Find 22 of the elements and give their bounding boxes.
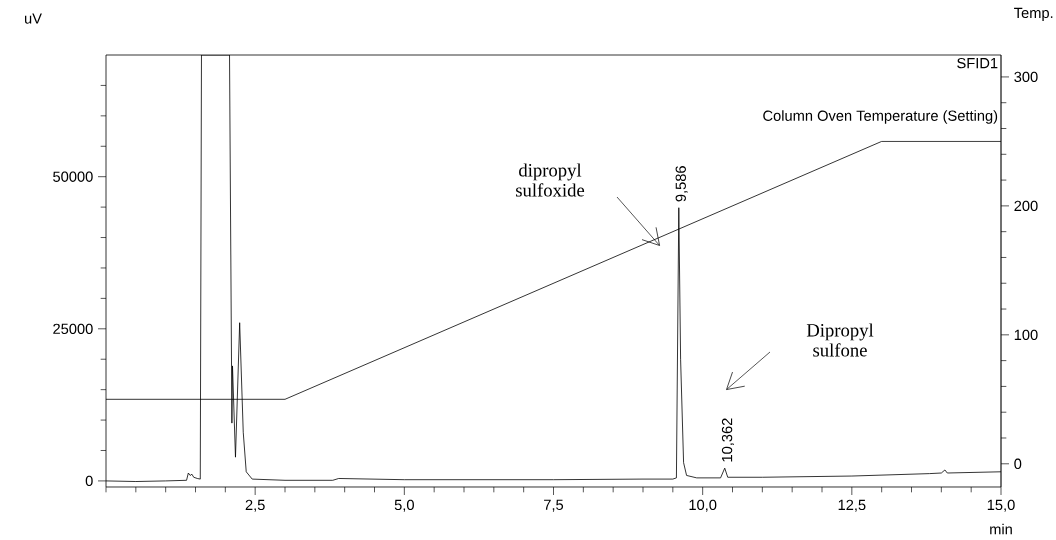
y-tick-label: 50000 bbox=[53, 171, 93, 182]
y2-tick-label: 300 bbox=[1014, 71, 1038, 83]
annotation: 10,362 bbox=[721, 418, 734, 462]
y-axis-title: uV bbox=[25, 13, 42, 24]
x-tick-label: 15,0 bbox=[987, 499, 1015, 512]
annotation: Dipropyl sulfone bbox=[806, 323, 874, 357]
x-tick-label: 7,5 bbox=[544, 499, 564, 512]
y-tick-label: 0 bbox=[85, 475, 93, 487]
y2-axis-title: Temp. bbox=[1014, 7, 1053, 21]
annotation: 9,586 bbox=[675, 166, 688, 202]
y2-tick-label: 200 bbox=[1014, 200, 1038, 212]
series-label: Column Oven Temperature (Setting) bbox=[763, 110, 998, 124]
x-tick-label: 10,0 bbox=[689, 499, 717, 512]
annotation: dipropyl sulfoxide bbox=[516, 163, 585, 197]
x-tick-label: 12,5 bbox=[838, 499, 866, 512]
y2-tick-label: 100 bbox=[1014, 329, 1038, 341]
x-tick-label: 2,5 bbox=[245, 499, 265, 512]
x-axis-title: min bbox=[990, 523, 1012, 535]
x-tick-label: 5,0 bbox=[394, 499, 414, 512]
y-tick-label: 25000 bbox=[53, 323, 93, 334]
annotation: SFID1 bbox=[957, 57, 998, 69]
y2-tick-label: 0 bbox=[1014, 458, 1022, 469]
